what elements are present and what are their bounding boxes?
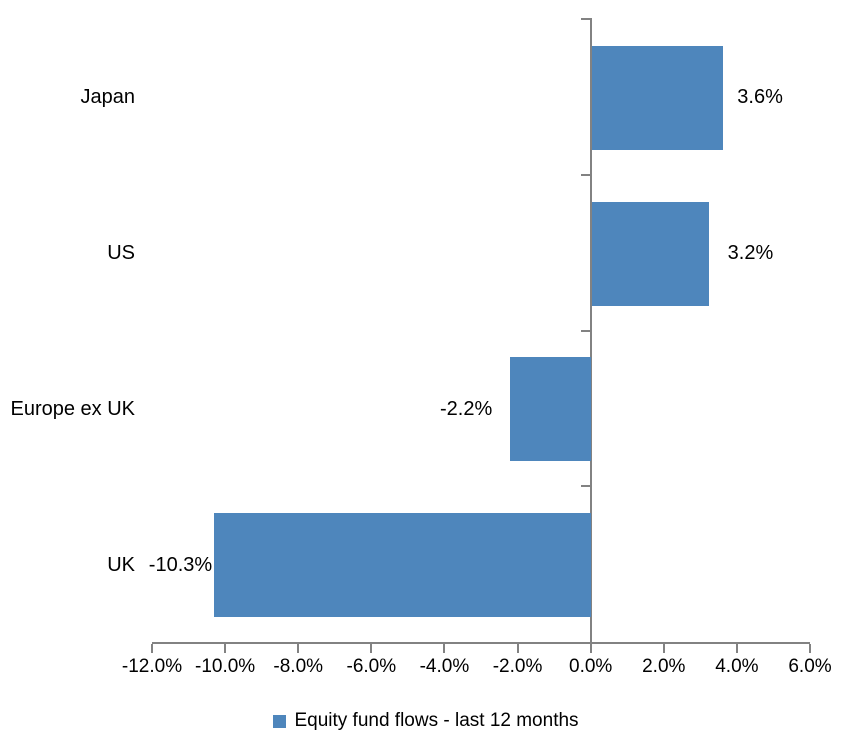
legend-label: Equity fund flows - last 12 months bbox=[294, 710, 579, 731]
value-label-europe-ex-uk: -2.2% bbox=[440, 397, 493, 420]
x-axis-tick-4 bbox=[443, 644, 446, 653]
x-axis-line bbox=[152, 642, 810, 644]
x-tick-label-2-0: 2.0% bbox=[642, 656, 686, 677]
category-label-us: US bbox=[107, 242, 135, 265]
x-tick-label-6-0: 6.0% bbox=[788, 656, 832, 677]
x-tick-label-4-0: -4.0% bbox=[419, 656, 470, 677]
x-axis-tick-1 bbox=[224, 644, 227, 653]
category-axis-tick-2 bbox=[580, 329, 590, 332]
value-label-japan: 3.6% bbox=[737, 86, 783, 109]
x-axis-tick-2 bbox=[297, 644, 300, 653]
x-tick-label-2-0: -2.0% bbox=[492, 656, 543, 677]
bar-us bbox=[591, 201, 709, 306]
category-axis-tick-3 bbox=[580, 485, 590, 488]
x-tick-label-0-0: 0.0% bbox=[569, 656, 613, 677]
category-label-japan: Japan bbox=[80, 86, 136, 109]
value-axis-zero-line bbox=[589, 18, 592, 642]
x-axis-tick-5 bbox=[516, 644, 519, 653]
legend: Equity fund flows - last 12 months bbox=[0, 706, 852, 736]
category-label-europe-ex-uk: Europe ex UK bbox=[10, 397, 135, 420]
x-axis-tick-6 bbox=[589, 644, 592, 653]
x-axis-tick-3 bbox=[370, 644, 373, 653]
x-axis-tick-0 bbox=[151, 644, 153, 653]
x-tick-label-10-0: -10.0% bbox=[195, 656, 256, 677]
x-axis-tick-7 bbox=[662, 644, 665, 653]
category-axis-tick-0 bbox=[580, 18, 590, 20]
x-axis-tick-8 bbox=[735, 644, 738, 653]
x-tick-label-8-0: -8.0% bbox=[273, 656, 324, 677]
bar-japan bbox=[591, 45, 724, 150]
category-axis-tick-1 bbox=[580, 173, 590, 176]
bar-uk bbox=[214, 513, 591, 618]
legend-marker-icon bbox=[273, 714, 287, 728]
value-label-us: 3.2% bbox=[727, 242, 774, 265]
x-axis-tick-9 bbox=[809, 644, 811, 653]
value-label-uk: -10.3% bbox=[148, 553, 213, 576]
x-tick-label-6-0: -6.0% bbox=[346, 656, 397, 677]
x-tick-label-12-0: -12.0% bbox=[121, 656, 183, 677]
bar-europe-ex-uk bbox=[510, 357, 591, 462]
category-label-uk: UK bbox=[107, 553, 135, 576]
x-tick-label-4-0: 4.0% bbox=[715, 656, 759, 677]
